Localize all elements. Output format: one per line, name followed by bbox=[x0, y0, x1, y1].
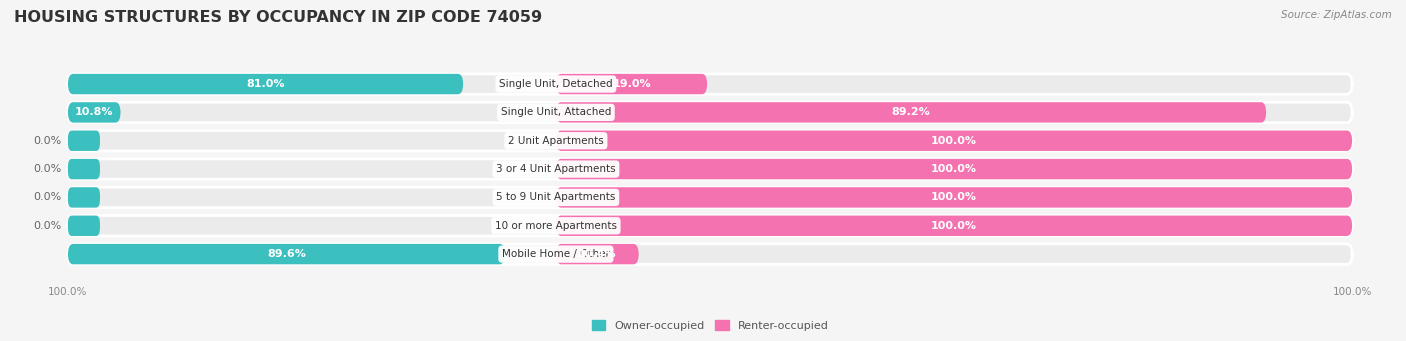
FancyBboxPatch shape bbox=[555, 244, 638, 264]
FancyBboxPatch shape bbox=[67, 216, 100, 236]
Text: 100.0%: 100.0% bbox=[931, 164, 977, 174]
FancyBboxPatch shape bbox=[555, 102, 1267, 123]
FancyBboxPatch shape bbox=[555, 131, 1353, 151]
Legend: Owner-occupied, Renter-occupied: Owner-occupied, Renter-occupied bbox=[588, 316, 832, 335]
Text: 0.0%: 0.0% bbox=[34, 221, 62, 231]
Text: 89.2%: 89.2% bbox=[891, 107, 931, 117]
FancyBboxPatch shape bbox=[67, 244, 1353, 264]
FancyBboxPatch shape bbox=[555, 159, 1353, 179]
FancyBboxPatch shape bbox=[67, 187, 100, 208]
FancyBboxPatch shape bbox=[67, 216, 1353, 236]
Text: 100.0%: 100.0% bbox=[931, 136, 977, 146]
Text: 0.0%: 0.0% bbox=[34, 192, 62, 203]
Text: HOUSING STRUCTURES BY OCCUPANCY IN ZIP CODE 74059: HOUSING STRUCTURES BY OCCUPANCY IN ZIP C… bbox=[14, 10, 543, 25]
Text: Single Unit, Detached: Single Unit, Detached bbox=[499, 79, 613, 89]
Text: 81.0%: 81.0% bbox=[246, 79, 285, 89]
Text: 10.4%: 10.4% bbox=[578, 249, 617, 259]
FancyBboxPatch shape bbox=[555, 74, 707, 94]
FancyBboxPatch shape bbox=[67, 187, 1353, 208]
Text: 100.0%: 100.0% bbox=[931, 192, 977, 203]
FancyBboxPatch shape bbox=[67, 131, 100, 151]
FancyBboxPatch shape bbox=[67, 102, 1353, 123]
FancyBboxPatch shape bbox=[67, 159, 1353, 179]
Text: 100.0%: 100.0% bbox=[931, 221, 977, 231]
Text: 10.8%: 10.8% bbox=[75, 107, 114, 117]
FancyBboxPatch shape bbox=[67, 102, 121, 123]
Text: 10 or more Apartments: 10 or more Apartments bbox=[495, 221, 617, 231]
FancyBboxPatch shape bbox=[67, 74, 1353, 94]
Text: 3 or 4 Unit Apartments: 3 or 4 Unit Apartments bbox=[496, 164, 616, 174]
Text: 19.0%: 19.0% bbox=[612, 79, 651, 89]
Text: 5 to 9 Unit Apartments: 5 to 9 Unit Apartments bbox=[496, 192, 616, 203]
Text: Mobile Home / Other: Mobile Home / Other bbox=[502, 249, 610, 259]
Text: 89.6%: 89.6% bbox=[267, 249, 307, 259]
FancyBboxPatch shape bbox=[67, 159, 100, 179]
Text: Source: ZipAtlas.com: Source: ZipAtlas.com bbox=[1281, 10, 1392, 20]
FancyBboxPatch shape bbox=[67, 244, 505, 264]
Text: 2 Unit Apartments: 2 Unit Apartments bbox=[508, 136, 603, 146]
Text: 0.0%: 0.0% bbox=[34, 136, 62, 146]
FancyBboxPatch shape bbox=[67, 131, 1353, 151]
FancyBboxPatch shape bbox=[555, 187, 1353, 208]
FancyBboxPatch shape bbox=[67, 74, 463, 94]
Text: Single Unit, Attached: Single Unit, Attached bbox=[501, 107, 612, 117]
Text: 0.0%: 0.0% bbox=[34, 164, 62, 174]
FancyBboxPatch shape bbox=[555, 216, 1353, 236]
